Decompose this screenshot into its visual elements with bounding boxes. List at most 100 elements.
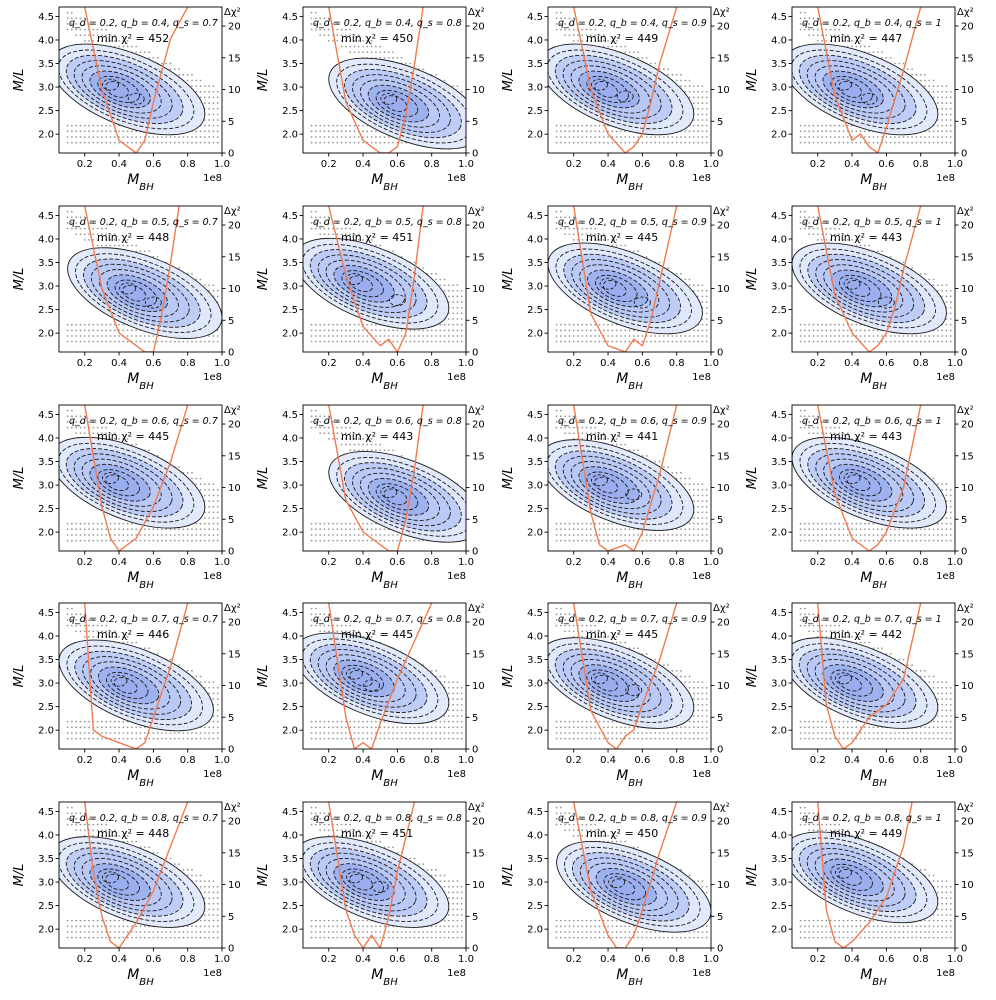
right-tick-label: 10 [228,880,241,891]
delta-chi2-curve [328,603,433,749]
x-tick-label: 1.0 [214,358,230,369]
x-axis-label: MBH [616,768,643,789]
contour-peak [388,294,406,307]
panel-min-chi2-label: min χ² = 446 [97,628,169,641]
y-tick-label: 2.0 [527,726,543,737]
contour-level [594,476,619,494]
y-tick-label: 3.5 [527,854,543,865]
right-tick-label: 10 [472,483,485,494]
y-axis-label: M/L [745,665,760,688]
x-tick-label: 1.0 [703,954,719,965]
right-tick-label: 15 [472,848,485,859]
y-tick-label: 3.5 [771,655,787,666]
x-offset-label: 1e8 [936,372,955,383]
right-tick-label: 0 [717,348,723,359]
y-tick-label: 2.0 [38,726,54,737]
y-axis-label: M/L [501,467,516,490]
right-tick-label: 10 [472,85,485,96]
right-tick-label: 15 [717,53,730,64]
right-tick-label: 20 [961,420,974,431]
y-tick-label: 3.0 [38,878,54,889]
right-tick-label: 15 [961,53,974,64]
y-axis-label: M/L [256,268,271,291]
axes-frame [302,602,467,750]
axes-frame [302,404,467,552]
x-tick-label: 0.4 [355,159,371,170]
x-offset-label: 1e8 [936,769,955,780]
x-tick-label: 0.8 [424,358,440,369]
contour-level [846,474,871,492]
x-tick-label: 0.2 [77,755,93,766]
right-tick-label: 15 [961,451,974,462]
right-tick-label: 5 [717,117,723,128]
contour-peak [102,78,119,91]
contour-peak [608,876,626,889]
delta-chi2-curve [84,206,180,352]
right-tick-label: 20 [228,22,241,33]
delta-chi2-curve [328,206,424,352]
right-tick-label: 10 [961,85,974,96]
y-axis-label: M/L [745,467,760,490]
y-tick-label: 4.5 [38,211,54,222]
x-tick-label: 0.4 [844,755,860,766]
y-tick-label: 4.0 [527,830,543,841]
x-offset-label: 1e8 [692,769,711,780]
y-tick-label: 2.5 [527,901,543,912]
right-tick-label: 20 [472,221,485,232]
x-tick-label: 0.2 [77,159,93,170]
right-tick-label: 10 [961,483,974,494]
y-axis-label: M/L [745,268,760,291]
delta-chi2-curve [84,7,189,153]
plot-area [548,603,708,749]
contour-peak [380,486,398,499]
right-tick-label: 0 [961,348,967,359]
right-tick-label: 5 [961,316,967,327]
y-tick-label: 3.0 [38,481,54,492]
x-tick-label: 0.6 [389,159,405,170]
y-tick-label: 4.0 [771,35,787,46]
panel-min-chi2-label: min χ² = 452 [97,32,169,45]
right-tick-label: 20 [228,420,241,431]
y-tick-label: 4.0 [771,433,787,444]
x-tick-label: 1.0 [214,557,230,568]
x-tick-label: 0.4 [844,557,860,568]
y-tick-label: 2.5 [282,702,298,713]
x-tick-label: 0.2 [321,557,337,568]
contour-peak [380,92,398,105]
x-tick-label: 1.0 [947,755,963,766]
right-tick-label: 5 [717,912,723,923]
x-tick-label: 1.0 [458,358,474,369]
y-tick-label: 3.0 [527,83,543,94]
x-tick-label: 0.4 [111,557,127,568]
right-axis-label: Δχ² [468,405,485,416]
panel-r1c1: 0.2 0.4 0.6 0.8 1.0 2.0 2.5 3.0 3.5 4.0 4.5 0 5 10 15 2… [12,6,241,193]
y-tick-label: 4.5 [282,410,298,421]
y-tick-label: 3.5 [527,258,543,269]
y-tick-label: 4.5 [282,608,298,619]
panel-params-label: q_d = 0.2, q_b = 0.8, q_s = 0.7 [69,813,218,824]
contour-level [349,275,374,293]
y-tick-label: 4.0 [282,433,298,444]
delta-chi2-curve [328,7,424,153]
y-tick-label: 4.5 [527,12,543,23]
y-tick-label: 2.0 [527,329,543,340]
right-tick-label: 0 [228,944,234,955]
contour-peak [127,92,145,105]
right-tick-label: 5 [228,117,234,128]
y-tick-label: 2.0 [282,925,298,936]
right-tick-label: 5 [717,316,723,327]
right-tick-label: 0 [472,745,478,756]
panel-r4c4: 0.2 0.4 0.6 0.8 1.0 2.0 2.5 3.0 3.5 4.0 4.5 0 5 10 15 2… [745,602,974,789]
x-tick-label: 0.4 [600,954,616,965]
y-tick-label: 2.5 [38,106,54,117]
y-tick-label: 2.5 [527,702,543,713]
y-tick-label: 4.5 [771,12,787,23]
right-tick-label: 15 [228,649,241,660]
x-tick-label: 0.4 [844,358,860,369]
right-tick-label: 20 [717,420,730,431]
axes-frame [547,801,712,949]
right-tick-label: 15 [961,252,974,263]
right-tick-label: 15 [472,53,485,64]
y-tick-label: 3.0 [527,481,543,492]
